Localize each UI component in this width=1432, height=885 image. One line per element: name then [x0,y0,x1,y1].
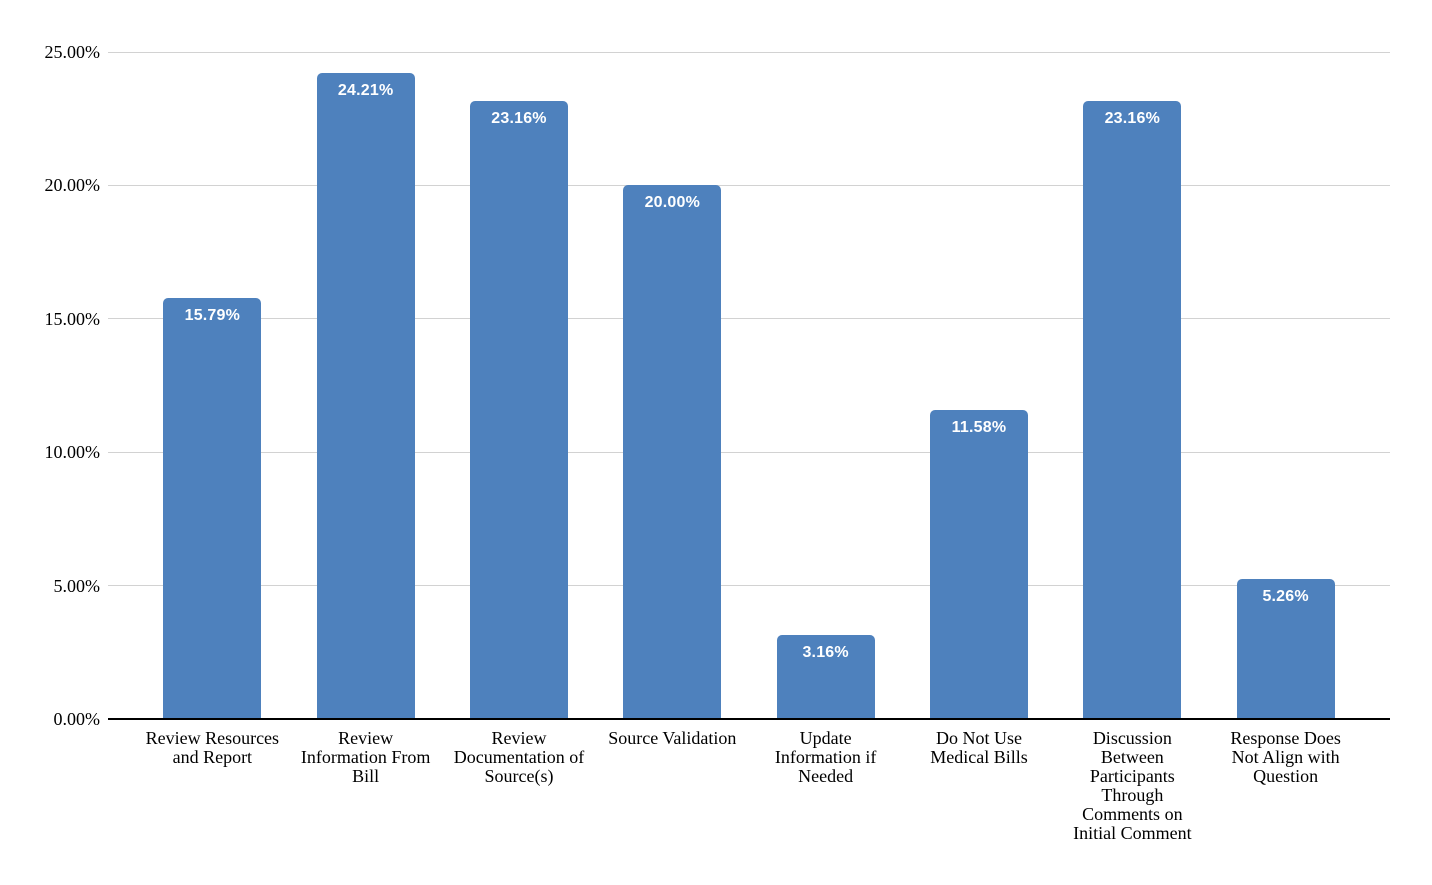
x-axis-tick-label: Source Validation [608,728,737,748]
bar-value-label: 24.21% [337,82,394,100]
x-axis-tick-label: Discussion Between Participants Through … [1073,728,1192,844]
bars-row: 15.79% 24.21% 23.16% 20.00% 3.16% 11.58% 23.16… [108,52,1390,719]
bar: 11.58% [929,410,1028,719]
y-axis-tick-label: 0.00% [53,709,101,729]
bar: 20.00% [623,185,722,719]
bar-value-label: 5.26% [1262,587,1309,605]
bar-value-label: 23.16% [1104,110,1161,128]
bar: 24.21% [316,73,415,719]
gridline [108,585,1390,587]
gridline [108,451,1390,453]
x-axis-tick-label: Update Information if Needed [774,728,877,787]
y-axis-tick-label: 5.00% [53,575,101,596]
bar-value-label: 23.16% [491,110,547,128]
bar-value-label: 3.16% [802,643,849,661]
x-axis-line [108,718,1390,720]
gridline [108,51,1390,53]
x-axis-tick-label: Do Not Use Medical Bills [930,728,1028,768]
y-axis-tick-label: 10.00% [44,442,101,463]
bar: 3.16% [776,634,875,719]
bar-value-label: 15.79% [184,306,241,324]
x-axis-tick-label: Review Resources and Report [145,728,280,768]
y-axis-tick-label: 20.00% [44,175,101,196]
x-axis-tick-label: Response Does Not Align with Question [1230,728,1341,787]
y-axis-tick-label: 25.00% [44,42,101,62]
bar-value-label: 11.58% [951,419,1007,437]
x-axis-tick-label: Review Information From Bill [300,728,431,787]
x-axis-tick-label: Review Documentation of Source(s) [453,728,585,787]
bar: 23.16% [469,101,568,719]
y-axis-tick-label: 15.00% [44,308,101,329]
bar: 5.26% [1236,578,1335,719]
bar: 23.16% [1083,101,1182,719]
gridline [108,184,1390,186]
bar-value-label: 20.00% [644,194,701,212]
gridline [108,318,1390,320]
bar: 15.79% [163,297,262,719]
